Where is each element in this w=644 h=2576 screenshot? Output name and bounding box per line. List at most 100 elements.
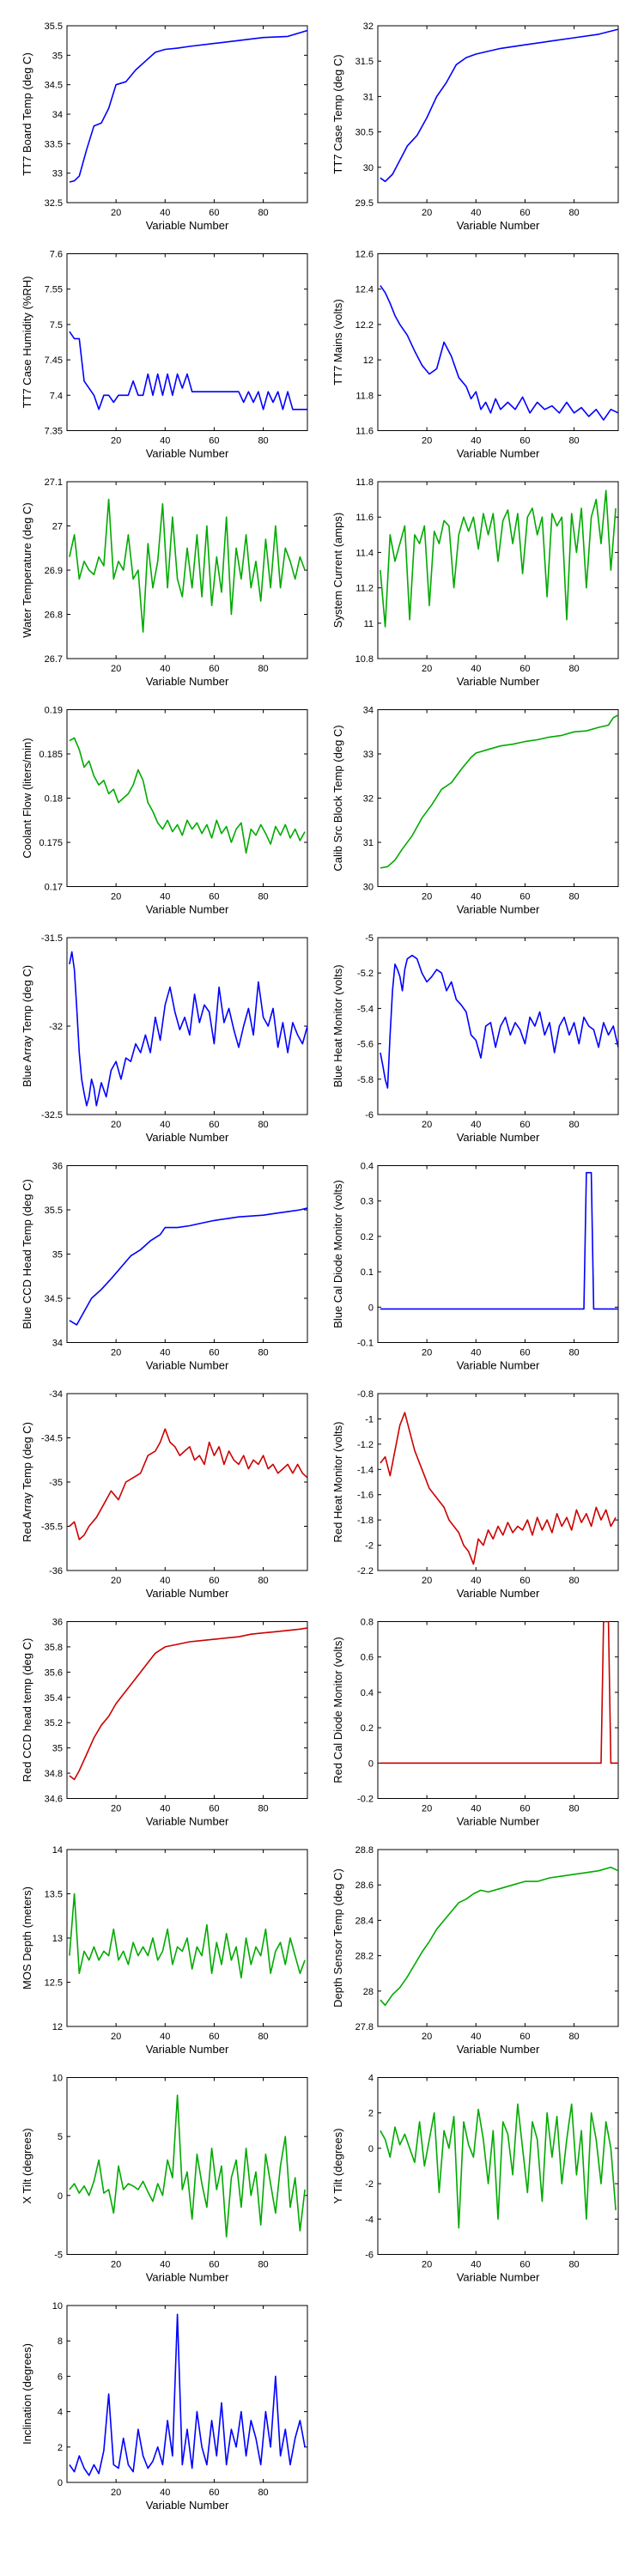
y-tick-label: 34.8 — [45, 1769, 63, 1779]
y-axis-label: TT7 Mains (volts) — [331, 299, 344, 385]
series-line — [380, 1171, 618, 1310]
y-tick-label: 0.1 — [361, 1267, 374, 1278]
chart-panel-13: 20 40 60 80 -36 -35.5 -35 -34.5 -34 Variable Numb… — [21, 1389, 308, 1600]
x-axis-label: Variable Number — [457, 903, 540, 916]
y-tick-label: -34.5 — [41, 1434, 63, 1444]
y-tick-label: 28.4 — [355, 1916, 374, 1926]
chart-panel-15: 20 40 60 80 34.6 34.8 35 35.2 35.4 35.6 35.8 36 Vari… — [21, 1618, 308, 1828]
y-tick-label: 28.2 — [355, 1952, 374, 1962]
y-tick-label: 36 — [52, 1162, 63, 1172]
x-tick-label: 80 — [258, 2260, 268, 2270]
y-tick-label: -6 — [365, 2251, 374, 2261]
series-line — [69, 1428, 307, 1540]
y-tick-label: 13 — [52, 1934, 63, 1944]
x-tick-label: 80 — [568, 436, 579, 447]
x-tick-label: 40 — [471, 664, 481, 674]
x-tick-label: 20 — [111, 664, 121, 674]
x-tick-label: 40 — [160, 1120, 170, 1130]
series-line — [380, 1412, 617, 1565]
x-tick-label: 40 — [471, 2260, 481, 2270]
y-tick-label: 11.2 — [355, 584, 374, 594]
x-tick-label: 60 — [209, 1804, 219, 1814]
x-tick-label: 80 — [568, 2260, 579, 2270]
x-tick-label: 20 — [422, 664, 432, 674]
x-tick-label: 20 — [422, 1120, 432, 1130]
x-tick-label: 20 — [111, 2032, 121, 2042]
x-tick-label: 60 — [209, 2260, 219, 2270]
chart-panel-4: 20 40 60 80 11.6 11.8 12 12.2 12.4 12.6 Variable N… — [331, 250, 619, 460]
x-tick-label: 60 — [519, 208, 530, 218]
y-tick-label: 12.4 — [355, 285, 374, 295]
x-tick-label: 60 — [519, 436, 530, 447]
y-tick-label: -32.5 — [41, 1110, 63, 1121]
x-tick-label: 80 — [258, 1804, 268, 1814]
chart-panel-11: 20 40 60 80 34 34.5 35 35.5 36 Variable Number Blu… — [21, 1162, 308, 1372]
series-line — [69, 1893, 306, 1979]
y-tick-label: 11 — [364, 619, 374, 629]
y-tick-label: 35 — [52, 1250, 63, 1261]
y-tick-label: 32.5 — [45, 198, 63, 209]
y-tick-label: 11.6 — [355, 513, 374, 523]
y-axis-label: Blue Heat Monitor (volts) — [331, 964, 344, 1087]
x-tick-label: 40 — [471, 208, 481, 218]
y-tick-label: 33.5 — [45, 139, 63, 149]
x-tick-label: 80 — [568, 1576, 579, 1586]
x-tick-label: 80 — [568, 208, 579, 218]
y-tick-label: -5.6 — [357, 1040, 374, 1050]
y-tick-label: 35.6 — [45, 1668, 63, 1678]
y-tick-label: 14 — [52, 1845, 63, 1856]
y-tick-label: -6 — [365, 1110, 374, 1121]
plot-frame — [66, 2305, 308, 2483]
chart-panel-10: 20 40 60 80 -6 -5.8 -5.6 -5.4 -5.2 -5 Variable Num… — [331, 933, 619, 1144]
series-line — [380, 714, 618, 869]
x-axis-label: Variable Number — [146, 1587, 229, 1600]
y-tick-label: 35.2 — [45, 1718, 63, 1728]
x-tick-label: 20 — [111, 1348, 121, 1358]
plot-frame — [377, 481, 619, 659]
chart-panel-17: 20 40 60 80 12 12.5 13 13.5 14 Variable Number MOS… — [21, 1845, 308, 2056]
plot-frame — [66, 1393, 308, 1571]
x-axis-label: Variable Number — [457, 1815, 540, 1828]
y-tick-label: -1 — [365, 1414, 374, 1425]
x-tick-label: 80 — [258, 1348, 268, 1358]
series-line — [380, 1621, 618, 1765]
y-tick-label: 0.8 — [361, 1618, 374, 1628]
y-tick-label: 35.5 — [45, 21, 63, 32]
y-tick-label: -31.5 — [41, 933, 63, 944]
chart-panel-21: 20 40 60 80 0 2 4 6 8 10 Variable Number Inclinatio… — [21, 2301, 308, 2512]
x-axis-label: Variable Number — [146, 675, 229, 688]
y-axis-label: Blue CCD Head Temp (deg C) — [21, 1179, 33, 1329]
chart-panel-7: 20 40 60 80 0.17 0.175 0.18 0.185 0.19 Variable N… — [21, 706, 308, 916]
plot-frame — [377, 1165, 619, 1343]
x-tick-label: 60 — [519, 2032, 530, 2042]
y-axis-label: Red Cal Diode Monitor (volts) — [331, 1637, 344, 1783]
y-axis-label: Blue Array Temp (deg C) — [21, 965, 33, 1087]
plot-frame — [66, 1621, 308, 1799]
y-axis-label: Water Temperature (deg C) — [21, 502, 33, 638]
x-tick-label: 20 — [422, 2260, 432, 2270]
series-line — [380, 954, 618, 1089]
x-tick-label: 40 — [160, 664, 170, 674]
series-line — [69, 2094, 306, 2238]
y-tick-label: 34.5 — [45, 1294, 63, 1304]
y-tick-label: 7.5 — [50, 320, 63, 331]
x-tick-label: 40 — [160, 2032, 170, 2042]
x-tick-label: 40 — [471, 2032, 481, 2042]
y-tick-label: -5.4 — [357, 1004, 374, 1014]
chart-panel-2: 20 40 60 80 29.5 30 30.5 31 31.5 32 Variable Numbe… — [331, 21, 619, 232]
y-tick-label: 4 — [58, 2408, 63, 2418]
series-line — [69, 1207, 307, 1326]
x-axis-label: Variable Number — [146, 2271, 229, 2284]
y-tick-label: 12.5 — [45, 1978, 63, 1989]
x-tick-label: 20 — [422, 208, 432, 218]
y-axis-label: Blue Cal Diode Monitor (volts) — [331, 1180, 344, 1328]
plot-frame — [377, 1849, 619, 2027]
x-tick-label: 20 — [111, 1120, 121, 1130]
x-axis-label: Variable Number — [146, 1815, 229, 1828]
y-tick-label: -1.2 — [357, 1440, 374, 1450]
x-tick-label: 40 — [471, 1804, 481, 1814]
x-tick-label: 40 — [471, 436, 481, 447]
y-axis-label: Red Heat Monitor (volts) — [331, 1422, 344, 1543]
x-tick-label: 20 — [422, 2032, 432, 2042]
x-axis-label: Variable Number — [457, 2043, 540, 2056]
